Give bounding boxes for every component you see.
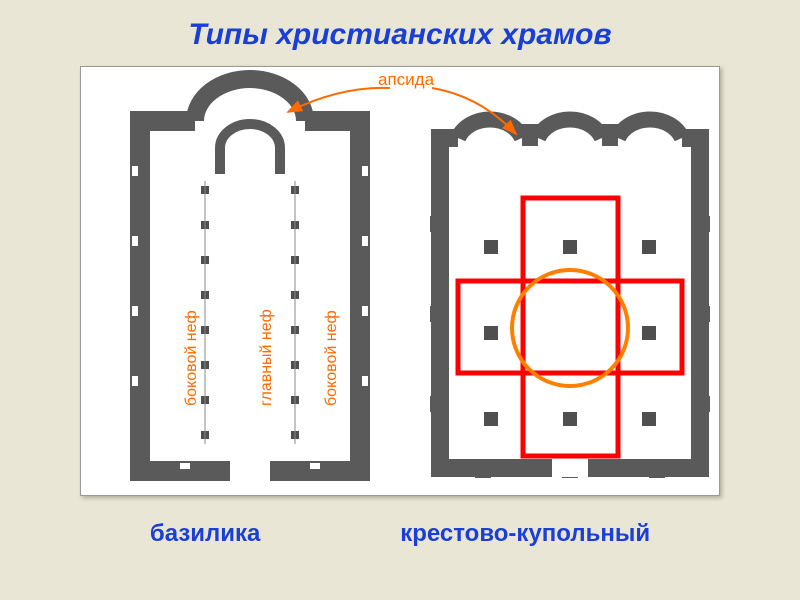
main-nave-label: главный неф (258, 309, 276, 406)
basilica-plan (132, 79, 368, 481)
cross-overlay (458, 198, 682, 456)
arrow-to-crossdome-apse (432, 88, 516, 134)
architectural-plans-svg (80, 66, 720, 496)
cross-dome-plan (430, 119, 710, 478)
dome-circle-overlay (512, 270, 628, 386)
page-title: Типы христианских храмов (0, 0, 800, 52)
cross-dome-label: крестово-купольный (400, 520, 650, 548)
apsida-label: апсида (378, 70, 434, 90)
side-nave-right-label: боковой неф (323, 310, 341, 406)
footer-labels: базилика крестово-купольный (80, 520, 720, 548)
arrow-to-basilica-apse (288, 88, 390, 112)
diagram-panel: апсида боковой неф главный неф боковой н… (80, 66, 720, 496)
side-nave-left-label: боковой неф (183, 310, 201, 406)
basilica-label: базилика (150, 520, 261, 548)
